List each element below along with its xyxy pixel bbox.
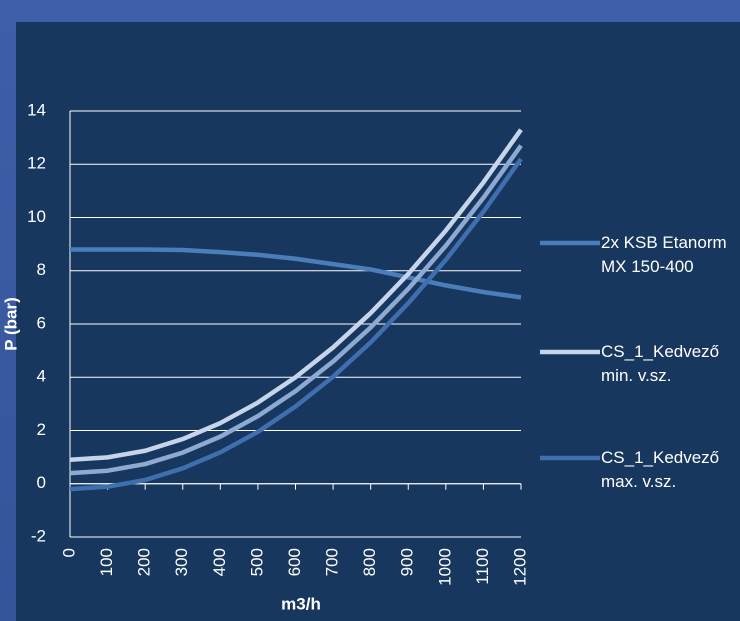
x-tick-label: 1100: [473, 548, 492, 585]
x-tick-label: 1000: [435, 548, 454, 586]
x-tick-label: 600: [285, 548, 304, 576]
x-tick-label: 700: [323, 548, 342, 576]
y-tick-label: 12: [27, 154, 46, 173]
x-tick-label: 400: [210, 548, 229, 576]
x-tick-label: 100: [97, 548, 116, 576]
y-tick-label: 14: [27, 100, 46, 119]
legend-label: CS_1_Kedvező min. v.sz.: [601, 342, 720, 385]
y-axis-label: P (bar): [1, 297, 20, 351]
legend-label: CS_1_Kedvező max. v.sz.: [601, 448, 720, 491]
legend-label: 2x KSB Etanorm MX 150-400: [601, 233, 727, 276]
x-axis-label: m3/h: [281, 594, 321, 613]
series-line: [69, 157, 523, 492]
series-line: [70, 247, 522, 300]
x-tick-label: 900: [398, 548, 417, 576]
y-tick-label: -2: [31, 526, 46, 545]
x-tick-label: 200: [135, 548, 154, 576]
y-tick-label: 10: [27, 207, 46, 226]
x-tick-label: 0: [59, 548, 78, 557]
x-tick-label: 800: [360, 548, 379, 576]
x-tick-label: 1200: [510, 548, 529, 586]
y-tick-label: 0: [37, 473, 46, 492]
x-tick-label: 300: [172, 548, 191, 576]
y-tick-label: 4: [37, 367, 46, 386]
y-tick-label: 6: [37, 313, 46, 332]
series-line: [69, 144, 523, 476]
y-tick-label: 2: [37, 420, 46, 439]
y-tick-label: 8: [37, 260, 46, 279]
series-line: [69, 128, 523, 463]
x-tick-label: 500: [247, 548, 266, 576]
